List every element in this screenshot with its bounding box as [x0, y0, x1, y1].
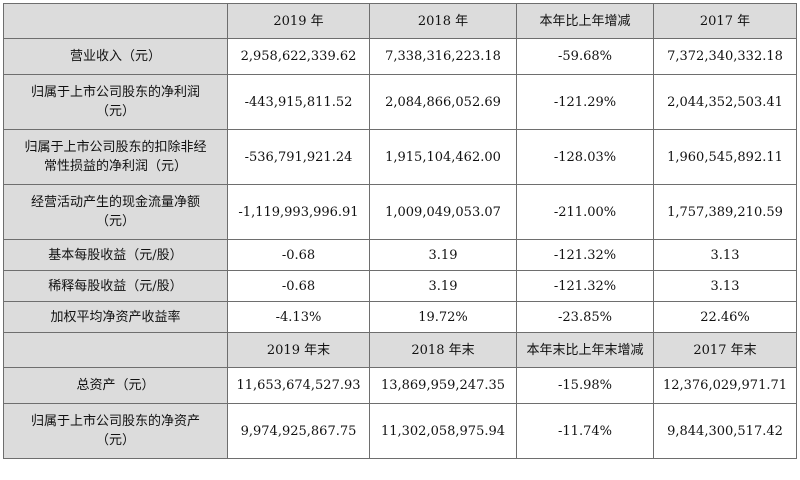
value-cell: -59.68% — [516, 38, 654, 75]
value-cell: -121.29% — [516, 74, 654, 130]
value-cell: -536,791,921.24 — [227, 129, 370, 185]
value-cell: -0.68 — [227, 270, 370, 302]
value-cell: 1,757,389,210.59 — [653, 184, 797, 240]
column-header: 2017 年末 — [653, 332, 797, 368]
value-cell: 9,844,300,517.42 — [653, 403, 797, 459]
value-cell: 3.19 — [369, 270, 517, 302]
value-cell: -0.68 — [227, 239, 370, 271]
table-row: 归属于上市公司股东的扣除非经 常性损益的净利润（元） -536,791,921.24… — [3, 129, 797, 185]
row-label-text: 稀释每股收益（元/股） — [48, 278, 183, 294]
value-cell: 7,372,340,332.18 — [653, 38, 797, 75]
value-cell: -121.32% — [516, 239, 654, 271]
row-label-cell: 经营活动产生的现金流量净额 （元） — [3, 184, 228, 240]
value-cell: -23.85% — [516, 301, 654, 333]
table-row: 稀释每股收益（元/股） -0.68 3.19 -121.32% 3.13 — [3, 270, 797, 302]
header-row-annual: 2019 年 2018 年本年比上年增减 2017 年 — [3, 3, 797, 39]
column-header: 2019 年末 — [227, 332, 370, 368]
value-cell: -4.13% — [227, 301, 370, 333]
row-label-text: （元） — [95, 214, 135, 229]
value-cell: -15.98% — [516, 367, 654, 404]
column-header: 本年末比上年末增减 — [516, 332, 654, 368]
column-header: 2019 年 — [227, 3, 370, 39]
value-cell: 2,044,352,503.41 — [653, 74, 797, 130]
value-cell: 1,915,104,462.00 — [369, 129, 517, 185]
value-cell: 1,009,049,053.07 — [369, 184, 517, 240]
value-cell: 19.72% — [369, 301, 517, 333]
value-cell: 11,302,058,975.94 — [369, 403, 517, 459]
row-label-cell: 归属于上市公司股东的净利润 （元） — [3, 74, 228, 130]
row-label-cell: 归属于上市公司股东的净资产 （元） — [3, 403, 228, 459]
value-cell: -121.32% — [516, 270, 654, 302]
column-header: 2018 年末 — [369, 332, 517, 368]
row-label-text: 营业收入（元） — [69, 49, 161, 64]
column-header: 2017 年 — [653, 3, 797, 39]
row-label-text: 总资产（元） — [76, 378, 155, 393]
value-cell: 1,960,545,892.11 — [653, 129, 797, 185]
value-cell: 2,958,622,339.62 — [227, 38, 370, 75]
value-cell: -211.00% — [516, 184, 654, 240]
row-label-text: 归属于上市公司股东的净利润 — [30, 85, 200, 100]
row-label-cell: 营业收入（元） — [3, 38, 228, 75]
value-cell: -443,915,811.52 — [227, 74, 370, 130]
row-label-text: （元） — [95, 433, 135, 448]
table-row: 总资产（元） 11,653,674,527.93 13,869,959,247.35… — [3, 367, 797, 404]
table-row: 归属于上市公司股东的净利润 （元） -443,915,811.52 2,084,866… — [3, 74, 797, 130]
header-corner-cell — [3, 3, 228, 39]
value-cell: 11,653,674,527.93 — [227, 367, 370, 404]
row-label-text: 基本每股收益（元/股） — [48, 247, 183, 263]
value-cell: 3.13 — [653, 270, 797, 302]
value-cell: 12,376,029,971.71 — [653, 367, 797, 404]
row-label-cell: 总资产（元） — [3, 367, 228, 404]
value-cell: 7,338,316,223.18 — [369, 38, 517, 75]
row-label-text: 归属于上市公司股东的净资产 — [30, 414, 200, 429]
table-row: 经营活动产生的现金流量净额 （元） -1,119,993,996.91 1,009,0… — [3, 184, 797, 240]
row-label-text: （元） — [95, 104, 135, 119]
table-row: 加权平均净资产收益率 -4.13% 19.72% -23.85% 22.46% — [3, 301, 797, 333]
row-label-text: 归属于上市公司股东的扣除非经 — [24, 140, 207, 155]
column-header: 本年比上年增减 — [516, 3, 654, 39]
row-label-cell: 基本每股收益（元/股） — [3, 239, 228, 271]
table-body: 2019 年 2018 年本年比上年增减 2017 年营业收入（元） 2,958,62… — [3, 3, 797, 459]
value-cell: 9,974,925,867.75 — [227, 403, 370, 459]
value-cell: 2,084,866,052.69 — [369, 74, 517, 130]
header-corner-cell — [3, 332, 228, 368]
value-cell: -128.03% — [516, 129, 654, 185]
row-label-cell: 稀释每股收益（元/股） — [3, 270, 228, 302]
table-row: 营业收入（元） 2,958,622,339.62 7,338,316,223.18-… — [3, 38, 797, 75]
value-cell: 13,869,959,247.35 — [369, 367, 517, 404]
value-cell: 22.46% — [653, 301, 797, 333]
row-label-cell: 加权平均净资产收益率 — [3, 301, 228, 333]
financial-summary-table: 2019 年 2018 年本年比上年增减 2017 年营业收入（元） 2,958,62… — [3, 3, 797, 459]
value-cell: -11.74% — [516, 403, 654, 459]
value-cell: 3.13 — [653, 239, 797, 271]
value-cell: -1,119,993,996.91 — [227, 184, 370, 240]
column-header: 2018 年 — [369, 3, 517, 39]
financial-table-container: 2019 年 2018 年本年比上年增减 2017 年营业收入（元） 2,958,62… — [3, 3, 797, 459]
table-row: 归属于上市公司股东的净资产 （元） 9,974,925,867.75 11,302,0… — [3, 403, 797, 459]
row-label-text: 常性损益的净利润（元） — [43, 159, 187, 174]
row-label-cell: 归属于上市公司股东的扣除非经 常性损益的净利润（元） — [3, 129, 228, 185]
value-cell: 3.19 — [369, 239, 517, 271]
row-label-text: 加权平均净资产收益率 — [50, 309, 181, 325]
row-label-text: 经营活动产生的现金流量净额 — [30, 195, 200, 210]
header-row-year-end: 2019 年末 2018 年末 本年末比上年末增减 2017 年末 — [3, 332, 797, 368]
table-row: 基本每股收益（元/股） -0.68 3.19 -121.32% 3.13 — [3, 239, 797, 271]
